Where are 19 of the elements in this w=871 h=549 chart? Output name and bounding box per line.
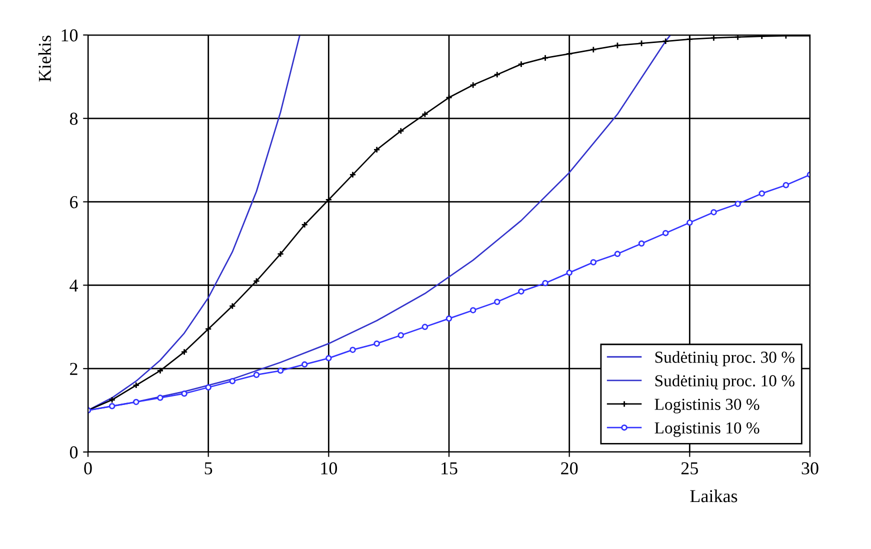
x-tick-label: 20 [561,462,578,474]
legend-label: Logistinis 10 % [654,422,760,437]
x-tick-label: 25 [681,462,698,474]
x-tick-label: 15 [442,462,458,474]
x-axis-title: Laikas [690,490,738,502]
x-tick-label: 10 [321,462,338,474]
y-tick-label: 4 [70,280,78,292]
y-tick-label: 10 [62,29,78,42]
x-tick-label: 30 [802,462,818,474]
x-tick-label: 5 [204,462,212,474]
legend-label: Sudėtinių proc. 30 % [655,351,794,366]
y-axis-title: Kiekis [38,36,51,82]
y-tick-label: 8 [70,112,78,125]
y-tick-label: 6 [70,196,78,208]
legend-label: Logistinis 30 % [654,398,760,414]
y-tick-label: 0 [70,446,78,458]
y-tick-label: 2 [70,362,78,375]
legend-label: Sudėtinių proc. 10 % [655,374,794,390]
x-tick-label: 0 [84,462,92,474]
